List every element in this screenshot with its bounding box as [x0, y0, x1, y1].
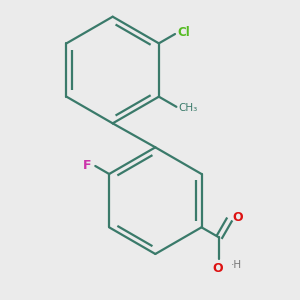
Text: O: O	[213, 262, 223, 275]
Text: ·H: ·H	[231, 260, 242, 270]
Text: F: F	[82, 160, 91, 172]
Text: Cl: Cl	[178, 26, 190, 40]
Text: CH₃: CH₃	[178, 103, 198, 113]
Text: O: O	[232, 212, 243, 224]
